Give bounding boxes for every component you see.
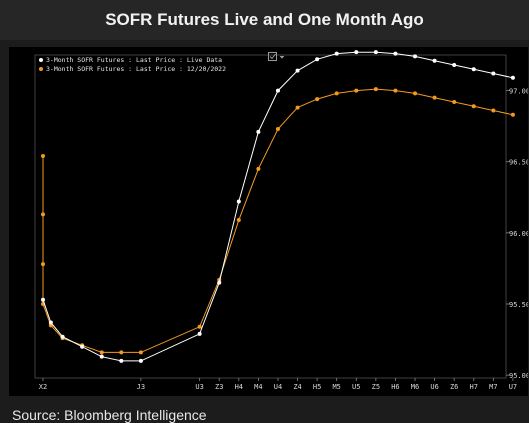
data-point-month-ago xyxy=(510,112,515,117)
data-point-live xyxy=(471,67,476,72)
data-point-month-ago xyxy=(471,104,476,109)
x-tick-label: X2 xyxy=(39,383,47,391)
data-point-month-ago xyxy=(393,88,398,93)
data-point-month-ago xyxy=(452,99,457,104)
data-point-month-ago xyxy=(354,88,359,93)
x-tick-label: H5 xyxy=(313,383,321,391)
x-tick-label: U4 xyxy=(274,383,282,391)
data-point-live xyxy=(275,88,280,93)
x-tick-label: H6 xyxy=(391,383,399,391)
x-tick-label: H7 xyxy=(470,383,478,391)
title-bar: SOFR Futures Live and One Month Ago xyxy=(0,0,529,40)
data-point-live xyxy=(491,71,496,76)
data-point-live xyxy=(256,129,261,134)
data-point-month-ago xyxy=(334,91,339,96)
data-point-month-ago xyxy=(119,350,124,355)
y-tick-label: 97.00 xyxy=(509,88,528,96)
x-tick-label: M7 xyxy=(489,383,497,391)
legend-label: 3-Month SOFR Futures : Last Price : 12/2… xyxy=(46,65,226,73)
x-tick-label: M4 xyxy=(254,383,262,391)
data-point-live xyxy=(41,297,45,302)
source-note: Source: Bloomberg Intelligence xyxy=(12,407,207,423)
data-point-month-ago xyxy=(432,95,437,100)
x-tick-label: J3 xyxy=(137,383,145,391)
series-line-live xyxy=(42,51,514,362)
data-point-live xyxy=(452,62,457,67)
data-point-live xyxy=(315,57,320,62)
data-point-live xyxy=(217,280,222,285)
data-point-month-ago xyxy=(41,262,45,267)
data-point-month-ago xyxy=(413,91,418,96)
data-point-live xyxy=(99,354,104,359)
data-point-month-ago xyxy=(41,154,45,159)
y-tick-label: 95.00 xyxy=(509,372,528,380)
data-point-month-ago xyxy=(315,97,320,102)
x-tick-label: Z6 xyxy=(450,383,458,391)
x-tick-label: M6 xyxy=(411,383,419,391)
data-point-month-ago xyxy=(373,87,378,92)
chart-frame: 95.00 95.50 96.00 96.50 97.00 X2 J3 U3 Z3 H4 M4 U4 Z… xyxy=(9,47,529,396)
data-point-live xyxy=(354,50,359,55)
data-point-live xyxy=(60,334,65,339)
y-tick-label: 95.50 xyxy=(509,301,528,309)
data-point-month-ago xyxy=(197,324,202,329)
plot-area xyxy=(34,54,507,379)
x-tick-label: Z5 xyxy=(372,383,380,391)
checkbox-dropdown-icon[interactable] xyxy=(268,52,286,62)
legend-marker xyxy=(39,58,43,62)
chart-svg: 95.00 95.50 96.00 96.50 97.00 X2 J3 U3 Z3 H4 M4 U4 Z… xyxy=(34,50,529,391)
data-point-live xyxy=(432,58,437,63)
data-point-month-ago xyxy=(99,350,104,355)
data-point-month-ago xyxy=(41,212,45,217)
data-point-live xyxy=(197,331,202,336)
data-point-live xyxy=(334,51,339,56)
x-tick-label: Z4 xyxy=(293,383,301,391)
data-point-live xyxy=(80,344,85,349)
data-point-live xyxy=(393,51,398,56)
x-tick-label: H4 xyxy=(235,383,243,391)
data-point-month-ago xyxy=(491,108,496,113)
x-tick-label: Z3 xyxy=(215,383,223,391)
data-point-live xyxy=(295,68,300,73)
data-point-live xyxy=(373,50,378,55)
data-point-month-ago xyxy=(138,350,143,355)
x-tick-label: U3 xyxy=(195,383,203,391)
data-point-live xyxy=(413,54,418,59)
data-point-live xyxy=(138,358,143,363)
data-point-live xyxy=(48,320,53,325)
x-tick-label: U5 xyxy=(352,383,360,391)
legend-label: 3-Month SOFR Futures : Last Price : Live… xyxy=(46,56,222,64)
data-point-live xyxy=(236,199,241,204)
data-point-live xyxy=(119,358,124,363)
data-point-month-ago xyxy=(275,126,280,131)
y-tick-label: 96.50 xyxy=(509,159,528,167)
data-point-month-ago xyxy=(256,166,261,171)
chart-title: SOFR Futures Live and One Month Ago xyxy=(105,10,424,29)
data-point-month-ago xyxy=(295,105,300,110)
x-tick-label: M5 xyxy=(332,383,340,391)
x-tick-label: U7 xyxy=(509,383,517,391)
legend-marker xyxy=(39,67,43,71)
y-tick-label: 96.00 xyxy=(509,230,528,238)
x-tick-label: U6 xyxy=(430,383,438,391)
data-point-month-ago xyxy=(236,218,241,223)
data-point-live xyxy=(510,75,515,80)
